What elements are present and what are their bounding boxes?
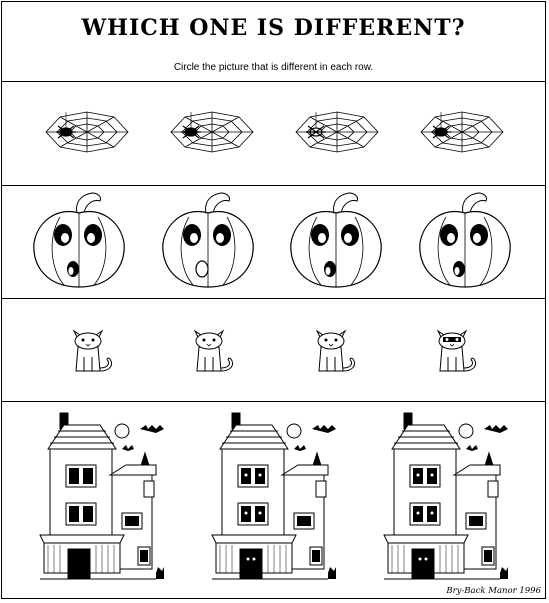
pumpkin-picture-1[interactable] bbox=[30, 191, 128, 291]
cat-picture-1[interactable] bbox=[70, 327, 116, 375]
cat-icon bbox=[315, 329, 356, 372]
pumpkin-picture-2[interactable] bbox=[159, 191, 257, 291]
jack-o-lantern-icon bbox=[290, 192, 382, 288]
spider-web-picture-2[interactable] bbox=[167, 110, 257, 154]
haunted-house-icon bbox=[383, 412, 508, 580]
haunted-house-icon bbox=[211, 412, 336, 580]
cat-icon bbox=[436, 329, 477, 372]
haunted-house-icon bbox=[39, 412, 164, 580]
spider-web-picture-1[interactable] bbox=[42, 110, 132, 154]
worksheet-instruction: Circle the picture that is different in … bbox=[173, 62, 374, 73]
cat-picture-2[interactable] bbox=[191, 327, 237, 375]
spider-web-picture-3[interactable] bbox=[292, 110, 382, 154]
jack-o-lantern-icon bbox=[33, 192, 125, 288]
cat-picture-3[interactable] bbox=[313, 327, 359, 375]
row-spider-webs bbox=[2, 81, 545, 186]
copyright-credit: Bry-Back Manor 1996 bbox=[446, 586, 541, 596]
pumpkin-picture-4[interactable] bbox=[416, 191, 514, 291]
jack-o-lantern-icon bbox=[419, 192, 511, 288]
haunted-house-picture-1[interactable] bbox=[30, 409, 170, 589]
row-cats bbox=[2, 298, 545, 402]
cat-icon bbox=[72, 329, 113, 372]
spider-web-picture-4[interactable] bbox=[417, 110, 507, 154]
spider-web-icon bbox=[295, 111, 379, 153]
haunted-house-picture-2[interactable] bbox=[202, 409, 342, 589]
spider-web-icon bbox=[45, 111, 129, 153]
jack-o-lantern-icon bbox=[162, 192, 254, 288]
worksheet-title: WHICH ONE IS DIFFERENT? bbox=[81, 15, 466, 41]
row-haunted-houses: Bry-Back Manor 1996 bbox=[2, 401, 545, 598]
spider-web-icon bbox=[170, 111, 254, 153]
pumpkin-picture-3[interactable] bbox=[287, 191, 385, 291]
row-pumpkins bbox=[2, 185, 545, 299]
haunted-house-picture-3[interactable] bbox=[374, 409, 514, 589]
spider-web-icon bbox=[420, 111, 504, 153]
worksheet-header: WHICH ONE IS DIFFERENT? Circle the pictu… bbox=[2, 2, 545, 82]
cat-picture-4[interactable] bbox=[434, 327, 480, 375]
cat-icon bbox=[193, 329, 234, 372]
